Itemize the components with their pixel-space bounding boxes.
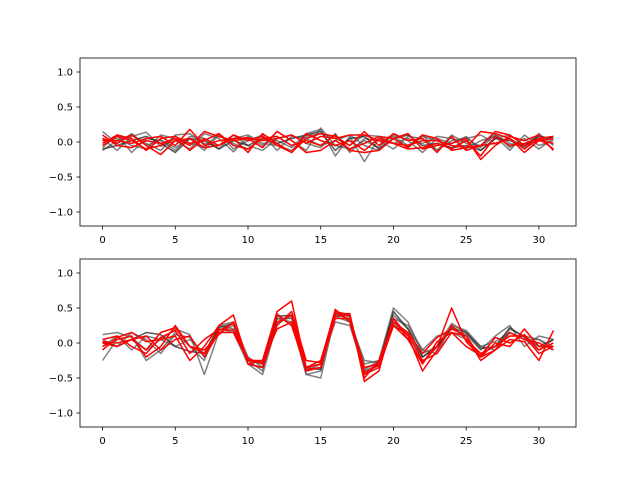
top-ticks-layer: 0 5 10 15 20 25 30 −1.0 −0.5 0.0 0.5 1.0: [49, 68, 546, 246]
bottom-series-line-10: [102, 314, 554, 374]
top-series-layer: [102, 127, 554, 163]
bottom-x-tick-label: 5: [172, 436, 178, 447]
top-y-tick-label: −1.0: [49, 208, 73, 219]
bottom-ticks-layer: 0 5 10 15 20 25 30 −1.0 −0.5 0.0 0.5 1.0: [49, 269, 546, 447]
top-x-tick-label: 15: [314, 235, 327, 246]
bottom-subplot: 0 5 10 15 20 25 30 −1.0 −0.5 0.0 0.5 1.0: [49, 258, 577, 447]
bottom-x-tick-label: 10: [242, 436, 255, 447]
top-x-tick-label: 10: [242, 235, 255, 246]
bottom-x-tick-label: 25: [460, 436, 473, 447]
top-x-tick-label: 5: [172, 235, 178, 246]
top-series-line-11: [102, 132, 554, 157]
bottom-y-tick-label: 1.0: [57, 269, 73, 280]
top-y-tick-label: 0.5: [57, 103, 73, 114]
top-series-line-5: [102, 132, 554, 152]
bottom-y-tick-label: 0.0: [57, 339, 73, 350]
bottom-series-layer: [101, 300, 555, 383]
bottom-y-tick-label: 0.5: [57, 304, 73, 315]
top-y-tick-label: 1.0: [57, 68, 73, 79]
top-subplot: 0 5 10 15 20 25 30 −1.0 −0.5 0.0 0.5 1.0: [49, 57, 577, 246]
top-y-tick-label: −0.5: [49, 173, 73, 184]
top-y-tick-label: 0.0: [57, 138, 73, 149]
top-x-tick-label: 0: [99, 235, 105, 246]
bottom-x-tick-label: 20: [387, 436, 400, 447]
top-series-line-10: [102, 130, 554, 154]
bottom-y-tick-label: −0.5: [49, 374, 73, 385]
bottom-x-tick-label: 0: [99, 436, 105, 447]
top-x-tick-label: 20: [387, 235, 400, 246]
top-x-tick-label: 25: [460, 235, 473, 246]
bottom-y-tick-label: −1.0: [49, 409, 73, 420]
top-x-tick-label: 30: [533, 235, 546, 246]
bottom-x-tick-label: 30: [533, 436, 546, 447]
bottom-x-tick-label: 15: [314, 436, 327, 447]
